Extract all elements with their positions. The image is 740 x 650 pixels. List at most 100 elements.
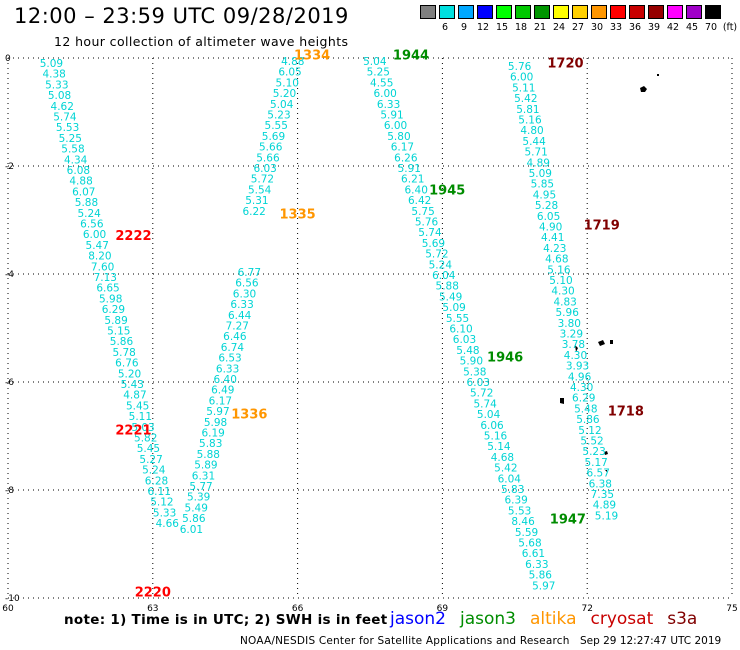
legend-label: 30 (590, 22, 604, 33)
pass-time-label: 1334 (294, 48, 330, 63)
wave-height-value: 4.89 (593, 500, 616, 512)
wave-height-value: 6.40 (405, 184, 428, 196)
wave-height-value: 4.34 (64, 154, 88, 166)
pass-time-label: 1720 (547, 56, 583, 71)
legend-swatch (496, 5, 512, 19)
y-tick-label: -2 (5, 162, 14, 172)
legend-swatch (705, 5, 721, 19)
wave-height-value: 5.20 (273, 88, 296, 100)
wave-height-value: 7.27 (226, 321, 249, 333)
pass-time-label: 2220 (135, 586, 171, 601)
wave-height-value: 5.04 (477, 409, 501, 421)
wave-height-value: 6.74 (221, 342, 245, 354)
wave-height-value: 6.00 (373, 88, 396, 100)
wave-height-value: 5.20 (118, 368, 141, 380)
wave-height-value: 5.49 (185, 502, 208, 514)
wave-height-value: 5.97 (206, 406, 229, 418)
wave-height-value: 4.38 (42, 69, 65, 81)
satellite-s3a: s3a (667, 609, 698, 629)
wave-height-value: 5.72 (470, 388, 493, 400)
wave-height-value: 4.95 (533, 189, 556, 201)
wave-height-value: 5.16 (484, 431, 508, 443)
legend-swatch (477, 5, 493, 19)
wave-height-value: 6.22 (242, 206, 265, 218)
wave-height-value: 4.30 (570, 382, 593, 394)
wave-height-value: 3.29 (560, 329, 583, 341)
wave-height-value: 5.83 (199, 438, 222, 450)
wave-height-value: 5.71 (524, 147, 547, 159)
wave-height-value: 7.35 (591, 489, 614, 501)
wave-height-value: 6.33 (377, 99, 400, 111)
wave-height-value: 5.25 (59, 133, 82, 145)
wave-height-value: 5.17 (584, 457, 607, 469)
wave-height-value: 5.03 (131, 422, 154, 434)
wave-height-value: 6.28 (145, 475, 168, 487)
wave-height-value: 5.82 (134, 433, 157, 445)
wave-height-value: 5.24 (142, 465, 166, 477)
wave-height-value: 5.33 (153, 507, 176, 519)
wave-height-value: 5.88 (75, 197, 98, 209)
wave-height-value: 6.57 (587, 468, 610, 480)
wave-height-value: 6.29 (572, 393, 595, 405)
wave-height-value: 5.42 (494, 463, 517, 475)
wave-height-value: 6.08 (67, 165, 90, 177)
wave-height-value: 5.59 (515, 527, 538, 539)
wave-height-value: 5.66 (256, 152, 280, 164)
wave-height-value: 5.11 (129, 411, 152, 423)
legend-label: 42 (666, 22, 680, 33)
chart-subtitle: 12 hour collection of altimeter wave hei… (54, 34, 349, 49)
wave-height-value: 6.04 (432, 270, 456, 282)
wave-height-value: 5.76 (415, 217, 439, 229)
wave-height-value: 5.81 (516, 104, 539, 116)
wave-height-value: 5.85 (531, 179, 554, 191)
satellite-cryosat: cryosat (590, 609, 654, 629)
wave-height-value: 6.56 (235, 278, 259, 290)
legend-label: 45 (685, 22, 699, 33)
satellite-legend: jason2 jason3 altika cryosat s3a (390, 609, 711, 629)
wave-height-value: 5.10 (276, 77, 299, 89)
wave-height-value: 6.21 (401, 174, 424, 186)
grid-lines (7, 57, 733, 599)
wave-height-value: 7.13 (94, 272, 117, 284)
wave-height-value: 6.33 (230, 299, 253, 311)
wave-height-value: 6.29 (102, 304, 125, 316)
wave-height-value: 5.24 (77, 208, 101, 220)
chart-title: 12:00 – 23:59 UTC 09/28/2019 (14, 4, 349, 28)
y-tick-label: -10 (5, 594, 20, 604)
wave-height-value: 5.16 (518, 115, 542, 127)
wave-height-value: 4.68 (491, 452, 514, 464)
satellite-altika: altika (530, 609, 577, 629)
wave-height-value: 6.03 (467, 377, 490, 389)
wave-height-value: 5.52 (580, 436, 603, 448)
wave-height-value: 5.09 (40, 58, 63, 70)
wave-height-value: 5.72 (425, 249, 448, 261)
wave-height-value: 5.48 (456, 345, 479, 357)
wave-height-value: 6.06 (480, 420, 504, 432)
wave-height-value: 6.44 (228, 310, 252, 322)
wave-height-value: 5.45 (137, 443, 160, 455)
wave-height-value: 5.98 (204, 417, 227, 429)
track-s3a: 5.094.385.335.084.625.745.535.255.584.34… (40, 58, 180, 530)
wave-height-value: 5.66 (259, 142, 283, 154)
wave-height-value: 5.91 (380, 110, 403, 122)
track-cryosat: 5.766.005.115.425.815.164.805.445.714.89… (508, 61, 618, 522)
wave-height-value: 5.49 (439, 291, 462, 303)
wave-height-value: 6.49 (211, 385, 234, 397)
wave-height-value: 5.76 (508, 61, 532, 73)
wave-height-value: 5.10 (549, 275, 572, 287)
wave-height-value: 6.53 (218, 353, 241, 365)
wave-height-value: 5.89 (194, 460, 217, 472)
pass-time-label: 1336 (231, 407, 267, 422)
legend-label: 18 (514, 22, 528, 33)
wave-height-value: 5.11 (512, 82, 535, 94)
satellite-jason3: jason3 (460, 609, 516, 629)
x-tick-label: 75 (726, 604, 737, 614)
wave-height-value: 5.53 (508, 505, 531, 517)
y-tick-label: 0 (5, 54, 11, 64)
wave-height-value: 5.04 (363, 56, 387, 68)
wave-height-value: 5.69 (422, 238, 445, 250)
pass-time-label: 1944 (393, 48, 429, 63)
wave-height-value: 6.40 (214, 374, 237, 386)
legend-label: 9 (460, 22, 468, 33)
wave-height-value: 5.33 (45, 79, 68, 91)
